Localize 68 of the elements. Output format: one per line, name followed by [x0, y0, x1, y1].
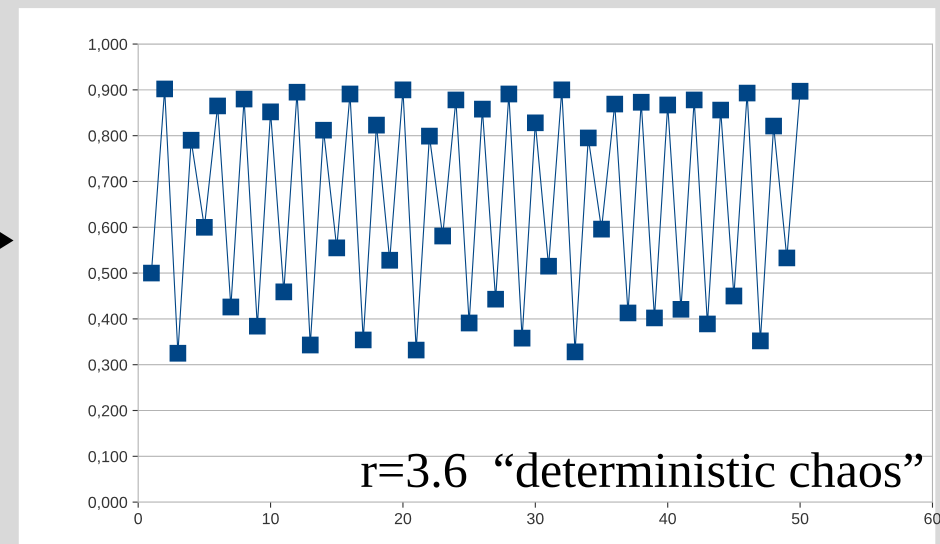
- point: [156, 80, 173, 98]
- point: [262, 104, 279, 120]
- y-tick-label: 0,000: [88, 496, 128, 510]
- x-tick-label: 0: [134, 512, 142, 524]
- point: [526, 114, 544, 132]
- point: [434, 228, 451, 244]
- point: [196, 218, 213, 236]
- point: [302, 336, 319, 354]
- point: [487, 290, 504, 308]
- point: [699, 316, 716, 332]
- x-tick-label: 50: [792, 512, 808, 524]
- point: [792, 82, 808, 100]
- point: [209, 98, 226, 114]
- point: [448, 92, 464, 108]
- point: [342, 86, 358, 102]
- point: [778, 250, 796, 266]
- point: [593, 220, 610, 238]
- annotation: r=3.6 “deterministic chaos”: [361, 452, 922, 488]
- point: [182, 132, 200, 149]
- point: [752, 332, 769, 350]
- point: [712, 102, 729, 118]
- point: [514, 330, 530, 346]
- point: [632, 94, 650, 111]
- y-tick-label: 0,300: [88, 359, 128, 373]
- point: [500, 86, 518, 102]
- x-tick-label: 30: [527, 512, 544, 524]
- x-tick-label: 10: [262, 512, 279, 524]
- point: [315, 122, 332, 139]
- point: [460, 314, 478, 332]
- point: [646, 310, 663, 326]
- point: [659, 96, 676, 114]
- x-tick-label: 20: [394, 512, 412, 524]
- point: [686, 92, 703, 108]
- point: [381, 252, 398, 269]
- y-tick-label: 0,600: [88, 222, 128, 236]
- y-tick-label: 0,200: [88, 405, 128, 418]
- y-tick-label: 0,500: [88, 268, 128, 281]
- point: [288, 84, 306, 100]
- point: [328, 240, 346, 256]
- y-tick-label: 0,800: [88, 130, 128, 144]
- point: [394, 82, 412, 98]
- point: [354, 332, 372, 348]
- point: [248, 318, 266, 335]
- point: [620, 304, 636, 322]
- point: [553, 82, 570, 98]
- point: [474, 100, 491, 118]
- y-tick-label: 0,700: [88, 176, 128, 190]
- y-tick-label: 0,900: [88, 84, 128, 98]
- y-tick-label: 0,100: [88, 450, 128, 464]
- point: [738, 84, 756, 102]
- point: [566, 344, 584, 360]
- point: [672, 300, 690, 318]
- point: [726, 288, 742, 304]
- point: [222, 298, 240, 316]
- point: [421, 128, 438, 144]
- point: [540, 258, 557, 275]
- y-tick-label: 0,400: [88, 314, 128, 327]
- point: [580, 130, 597, 146]
- point: [170, 344, 186, 362]
- point: [275, 284, 292, 300]
- point: [606, 96, 624, 112]
- point: [368, 116, 385, 134]
- x-tick-label: 40: [659, 512, 676, 524]
- point: [765, 118, 782, 134]
- point: [408, 342, 425, 358]
- point: [143, 264, 160, 282]
- point: [236, 90, 252, 108]
- y-tick-label: 1,000: [89, 38, 128, 52]
